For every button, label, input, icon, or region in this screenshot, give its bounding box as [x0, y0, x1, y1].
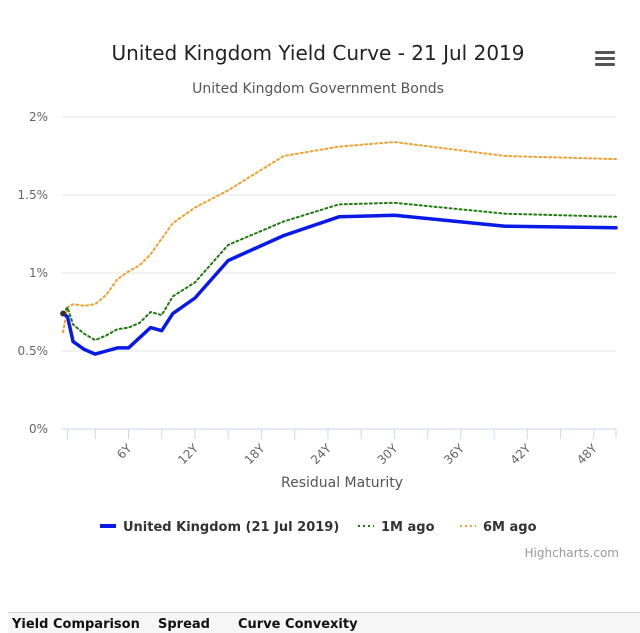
tab-spread[interactable]: Spread — [158, 617, 210, 632]
tab-yield-comparison[interactable]: Yield Comparison — [12, 617, 140, 632]
x-tick-label: 36Y — [441, 441, 467, 467]
series-line-united-kingdom-21-jul-2019[interactable] — [61, 213, 618, 356]
y-tick-label: 1.5% — [18, 188, 49, 202]
x-tick-label: 18Y — [242, 441, 268, 467]
x-axis: 6Y 12Y 18Y 24Y 30Y 36Y 42Y 48Y — [62, 428, 617, 467]
y-tick-label: 0% — [29, 422, 48, 436]
yield-curve-chart: United Kingdom Yield Curve - 21 Jul 2019… — [18, 41, 620, 560]
series-layer — [60, 141, 618, 356]
x-tick-label: 30Y — [375, 441, 401, 467]
series-line-6m-ago[interactable] — [62, 141, 617, 334]
y-tick-label: 1% — [29, 266, 48, 280]
legend[interactable]: United Kingdom (21 Jul 2019) 1M ago 6M ago — [100, 520, 537, 535]
legend-item-0[interactable]: United Kingdom (21 Jul 2019) — [100, 520, 339, 535]
series-start-marker — [60, 310, 67, 317]
x-axis-title: Residual Maturity — [281, 475, 403, 491]
bottom-tabs: Yield Comparison Spread Curve Convexity — [8, 612, 640, 633]
legend-item-1[interactable]: 1M ago — [358, 520, 435, 535]
legend-item-2[interactable]: 6M ago — [460, 520, 537, 535]
y-tick-label: 2% — [29, 110, 48, 124]
hamburger-menu-icon[interactable] — [592, 48, 618, 70]
chart-subtitle: United Kingdom Government Bonds — [192, 81, 444, 97]
tab-curve-convexity[interactable]: Curve Convexity — [238, 617, 358, 632]
chart-title: United Kingdom Yield Curve - 21 Jul 2019 — [112, 41, 525, 65]
credits-link[interactable]: Highcharts.com — [525, 546, 619, 560]
legend-label: United Kingdom (21 Jul 2019) — [123, 520, 339, 535]
x-tick-label: 42Y — [508, 441, 534, 467]
x-tick-label: 48Y — [574, 441, 600, 467]
x-tick-label: 12Y — [175, 441, 201, 467]
legend-label: 6M ago — [483, 520, 537, 535]
x-tick-label: 24Y — [308, 441, 334, 467]
series-line-1m-ago[interactable] — [62, 201, 617, 342]
y-tick-label: 0.5% — [18, 344, 49, 358]
x-tick-label: 6Y — [114, 441, 135, 462]
legend-label: 1M ago — [381, 520, 435, 535]
y-axis: 0% 0.5% 1% 1.5% 2% — [18, 110, 49, 436]
grid — [62, 116, 616, 430]
